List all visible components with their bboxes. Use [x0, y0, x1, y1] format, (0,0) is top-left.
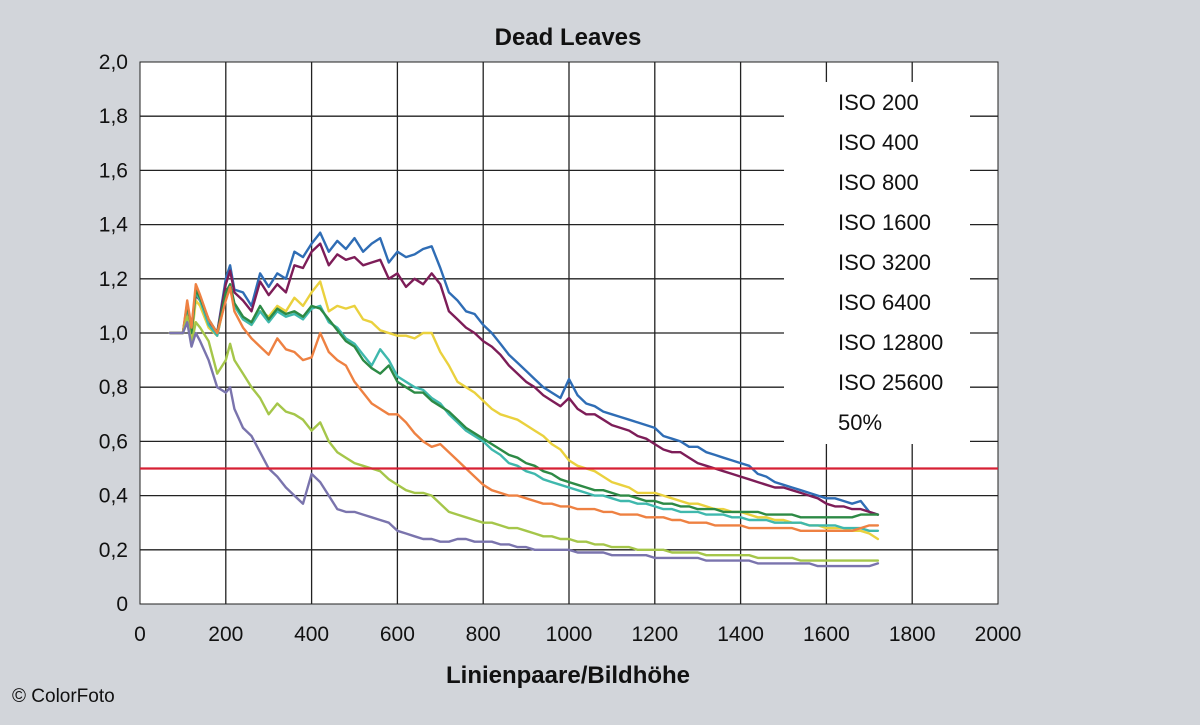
legend-entry: ISO 25600: [838, 370, 943, 395]
x-tick-label: 200: [208, 623, 243, 646]
x-tick-label: 1800: [889, 623, 936, 646]
legend-entry: ISO 200: [838, 90, 919, 115]
legend-entry: ISO 1600: [838, 210, 931, 235]
y-tick-label: 0: [116, 593, 128, 616]
series-line-iso-400: [168, 242, 880, 516]
series-line-iso-12800: [168, 315, 880, 562]
chart-title: Dead Leaves: [495, 24, 642, 51]
copyright-credit: © ColorFoto: [12, 686, 115, 707]
legend-entry: ISO 800: [838, 170, 919, 195]
y-tick-labels: 0 0,2 0,4 0,6 0,8 1,0 1,2 1,4 1,6 1,8 2,0: [99, 51, 129, 616]
y-tick-label: 1,8: [99, 105, 128, 128]
y-tick-label: 1,2: [99, 268, 128, 291]
x-tick-label: 400: [294, 623, 329, 646]
legend-entry: ISO 12800: [838, 330, 943, 355]
x-tick-label: 0: [134, 623, 146, 646]
y-tick-label: 0,2: [99, 539, 128, 562]
x-tick-label: 1400: [717, 623, 764, 646]
series-line-iso-1600: [168, 285, 880, 532]
x-tick-label: 1000: [546, 623, 593, 646]
y-tick-label: 0,4: [99, 485, 129, 508]
series-line-iso-6400: [168, 283, 880, 532]
y-tick-label: 2,0: [99, 51, 128, 74]
y-tick-label: 1,0: [99, 322, 128, 345]
legend: ISO 200 ISO 400 ISO 800 ISO 1600 ISO 3200 ISO…: [838, 90, 943, 435]
series-line-iso-200: [168, 231, 880, 516]
legend-entry: ISO 3200: [838, 250, 931, 275]
y-tick-label: 0,6: [99, 430, 128, 453]
x-tick-labels: 0 200 400 600 800 1000 1200 1400 1600 1800 2000: [134, 623, 1021, 646]
x-tick-label: 2000: [975, 623, 1022, 646]
x-tick-label: 600: [380, 623, 415, 646]
x-tick-label: 1200: [631, 623, 678, 646]
x-axis-label: Linienpaare/Bildhöhe: [446, 662, 690, 689]
x-tick-label: 800: [466, 623, 501, 646]
legend-background: [784, 82, 970, 444]
legend-box: [784, 82, 970, 444]
legend-entry: ISO 400: [838, 130, 919, 155]
legend-entry-reference: 50%: [838, 410, 882, 435]
series-line-iso-3200: [168, 283, 880, 519]
x-tick-label: 1600: [803, 623, 850, 646]
legend-entry: ISO 6400: [838, 290, 931, 315]
y-tick-label: 1,6: [99, 159, 128, 182]
series-line-iso-800: [168, 280, 880, 541]
series-line-iso-25600: [168, 321, 880, 568]
y-tick-label: 0,8: [99, 376, 128, 399]
series-lines: [168, 231, 880, 568]
y-tick-label: 1,4: [99, 214, 129, 237]
